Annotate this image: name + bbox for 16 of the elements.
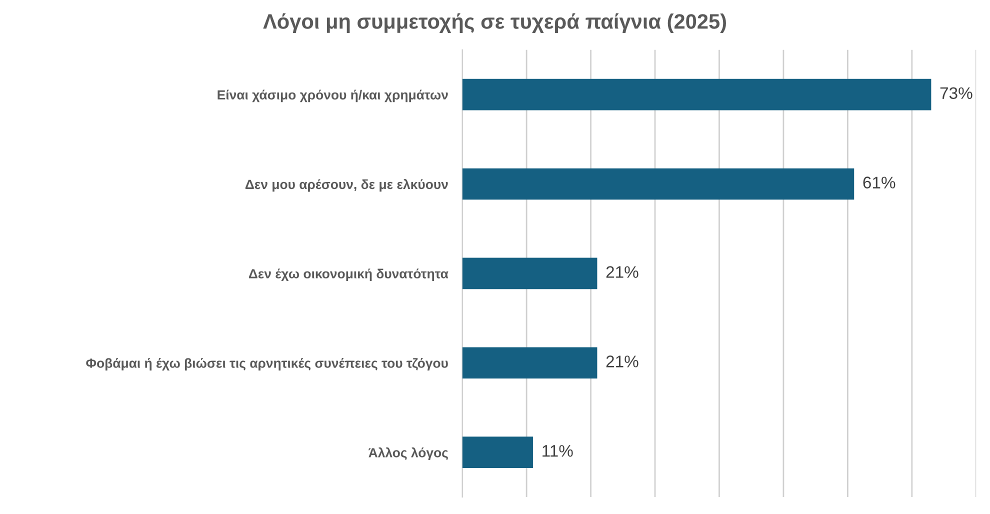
- data-label: 11%: [542, 445, 573, 457]
- bar: [462, 168, 854, 200]
- bar: [462, 258, 598, 290]
- y-tick-label: Φοβάμαι ή έχω βιώσει τις αρνητικές συνέπειες του τζόγου: [86, 358, 448, 370]
- data-label: 21%: [606, 356, 638, 368]
- bar: [462, 436, 533, 468]
- y-tick-label: Είναι χάσιμο χρόνου ή/και χρημάτων: [218, 90, 448, 102]
- bar: [462, 78, 932, 110]
- y-tick-label: Δεν έχω οικονομική δυνατότητα: [248, 268, 448, 282]
- data-label: 61%: [863, 176, 896, 188]
- y-tick-label: Δεν μου αρέσουν, δε με ελκύουν: [245, 179, 448, 192]
- data-label: 73%: [940, 87, 972, 100]
- chart-title: Λόγοι μη συμμετοχής σε τυχερά παίγνια (2025): [263, 13, 726, 33]
- bar: [462, 347, 598, 379]
- y-tick-label: Άλλος λόγος: [368, 447, 448, 460]
- data-label: 21%: [606, 266, 638, 278]
